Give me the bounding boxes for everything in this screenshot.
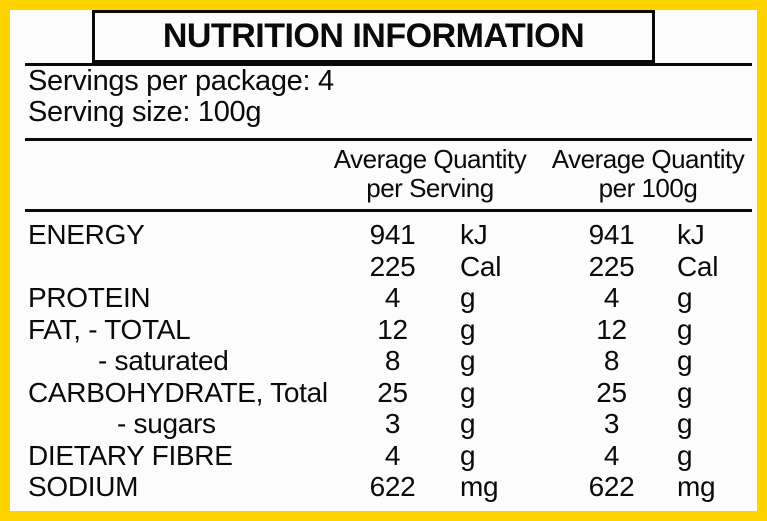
unit-per-serving: g (460, 439, 476, 471)
unit-per-100g: g (677, 282, 693, 313)
unit-per-serving: g (460, 313, 476, 345)
value-per-serving: 3 (384, 408, 401, 439)
row-energy: ENERGY 941 kJ 941 kJ (10, 219, 757, 251)
serving-info: Servings per package: 4 Serving size: 10… (28, 66, 334, 128)
nutrient-label: - sugars (117, 408, 216, 439)
value-per-serving: 8 (384, 345, 401, 376)
nutrient-label: PROTEIN (28, 282, 151, 313)
nutrient-label: DIETARY FIBRE (28, 439, 233, 471)
value-per-100g: 25 (596, 376, 627, 408)
value-per-100g: 225 (588, 250, 635, 282)
unit-per-serving: mg (460, 471, 499, 502)
column-headers: Average Quantity per Serving Average Qua… (10, 145, 757, 205)
divider-under-title (25, 63, 752, 66)
divider-under-headers (25, 209, 752, 212)
nutrient-label: - saturated (98, 345, 229, 376)
column-header-per-serving-line2: per Serving (366, 173, 494, 203)
value-per-100g: 4 (603, 439, 620, 471)
value-per-100g: 12 (596, 313, 627, 345)
panel-title: NUTRITION INFORMATION (162, 17, 585, 55)
unit-per-serving: Cal (460, 250, 502, 282)
row-dietary-fibre: DIETARY FIBRE 4 g 4 g (10, 440, 757, 472)
unit-per-serving: g (460, 282, 476, 313)
value-per-100g: 622 (588, 471, 635, 502)
unit-per-serving: g (460, 345, 476, 376)
column-header-per-serving-line1: Average Quantity (333, 144, 527, 174)
value-per-serving: 4 (384, 282, 401, 313)
value-per-serving: 941 (369, 219, 416, 250)
value-per-serving: 12 (377, 313, 408, 345)
serving-size: Serving size: 100g (28, 96, 262, 128)
row-energy-calories: 225 Cal 225 Cal (10, 251, 757, 283)
unit-per-serving: g (460, 376, 476, 408)
unit-per-100g: kJ (677, 219, 705, 250)
column-header-per-serving: Average Quantity per Serving (320, 145, 540, 203)
value-per-100g: 4 (603, 282, 620, 313)
unit-per-100g: g (677, 313, 693, 345)
divider-under-serving-info (25, 138, 752, 141)
value-per-100g: 941 (588, 219, 635, 250)
nutrient-label: FAT, - TOTAL (28, 313, 191, 345)
column-header-per-100g-line2: per 100g (598, 173, 698, 203)
value-per-serving: 4 (384, 439, 401, 471)
panel-title-box: NUTRITION INFORMATION (92, 10, 655, 63)
value-per-100g: 8 (603, 345, 620, 376)
value-per-serving: 622 (369, 471, 416, 502)
value-per-serving: 25 (377, 376, 408, 408)
value-per-100g: 3 (603, 408, 620, 439)
servings-per-package: Servings per package: 4 (28, 65, 334, 97)
row-sodium: SODIUM 622 mg 622 mg (10, 471, 757, 503)
nutrient-table: ENERGY 941 kJ 941 kJ 225 Cal 225 Cal PRO… (10, 219, 757, 503)
unit-per-serving: kJ (460, 219, 488, 250)
value-per-serving: 225 (369, 250, 416, 282)
column-header-per-100g-line1: Average Quantity (551, 144, 745, 174)
unit-per-100g: g (677, 376, 693, 408)
unit-per-100g: g (677, 439, 693, 471)
unit-per-100g: g (677, 345, 693, 376)
nutrient-label: CARBOHYDRATE, Total (28, 376, 328, 408)
unit-per-100g: g (677, 408, 693, 439)
row-fat-total: FAT, - TOTAL 12 g 12 g (10, 314, 757, 346)
nutrient-label: ENERGY (28, 219, 145, 250)
row-fat-saturated: - saturated 8 g 8 g (10, 345, 757, 377)
unit-per-100g: Cal (677, 250, 719, 282)
column-header-per-100g: Average Quantity per 100g (538, 144, 757, 203)
unit-per-serving: g (460, 408, 476, 439)
unit-per-100g: mg (677, 471, 716, 502)
row-carbohydrate-sugars: - sugars 3 g 3 g (10, 408, 757, 440)
nutrient-label: SODIUM (28, 471, 139, 502)
row-protein: PROTEIN 4 g 4 g (10, 282, 757, 314)
row-carbohydrate-total: CARBOHYDRATE, Total 25 g 25 g (10, 377, 757, 409)
